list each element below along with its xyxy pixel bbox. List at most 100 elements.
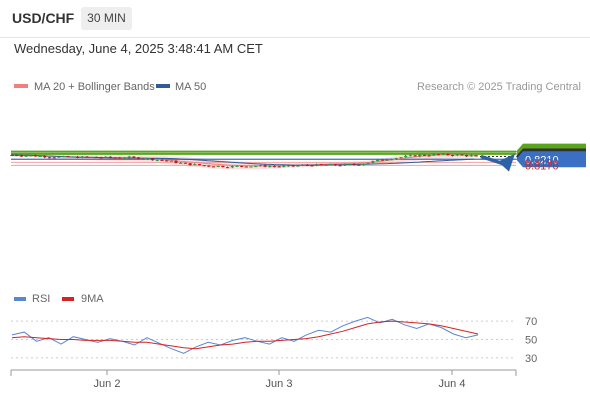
candle (216, 166, 220, 167)
rsi-ma-legend-swatch (62, 297, 74, 301)
ma50-line (12, 154, 475, 166)
symbol-title: USD/CHF (12, 10, 75, 26)
candle (10, 155, 14, 156)
candle (361, 164, 366, 166)
candle (469, 155, 473, 157)
candle (427, 155, 431, 157)
timeframe-button[interactable]: 30 MIN (81, 7, 132, 30)
price-label-text: 0.8210 (525, 154, 559, 166)
candle (122, 157, 127, 159)
x-tick-label: Jun 4 (439, 378, 466, 390)
candle (113, 157, 117, 159)
candle (207, 165, 211, 167)
candle (235, 165, 239, 167)
candle (394, 158, 398, 160)
candle (460, 154, 464, 156)
candle (254, 166, 258, 168)
candle (319, 164, 323, 166)
candle (333, 164, 337, 166)
price-label-0.8190: 0.8190 (525, 157, 559, 169)
candle (221, 166, 225, 168)
candle (380, 159, 384, 161)
rsi-tick-label: 50 (525, 335, 537, 347)
x-tick-label: Jun 2 (94, 378, 121, 390)
candle (376, 159, 380, 161)
bollinger-band (12, 151, 478, 170)
moving-averages (12, 154, 479, 167)
candle (413, 155, 417, 157)
ma20-legend-label: MA 20 + Bollinger Bands (34, 81, 155, 93)
candle (226, 167, 230, 169)
candle (446, 153, 450, 156)
top-bar: USD/CHF 30 MIN (0, 0, 590, 38)
forecast-arrow (480, 153, 515, 172)
candle (371, 161, 375, 163)
candle (343, 164, 347, 166)
candle (474, 155, 478, 157)
candle (408, 155, 412, 157)
candle (268, 166, 272, 168)
candle (174, 160, 178, 163)
candle (151, 158, 155, 161)
candle (272, 166, 277, 168)
rsi-ma-line (11, 320, 479, 350)
candle (38, 156, 42, 158)
candle (291, 165, 295, 167)
candle (404, 155, 408, 158)
candle (132, 156, 136, 158)
candles (10, 153, 478, 169)
candle (301, 165, 305, 166)
rsi-legend-label: RSI (32, 293, 50, 305)
candle (127, 156, 131, 158)
candle (366, 162, 370, 164)
candle (310, 165, 314, 167)
candle (352, 164, 356, 166)
candle (136, 157, 141, 159)
ma50-legend-swatch (156, 84, 170, 88)
candle (80, 156, 84, 158)
price-label-bg (516, 151, 586, 168)
candle (165, 160, 169, 162)
candle (33, 155, 37, 157)
candle (24, 155, 28, 157)
timestamp: Wednesday, June 4, 2025 3:48:41 AM CET (14, 41, 263, 56)
rsi-legend-swatch (14, 297, 26, 301)
rsi-line (11, 316, 479, 354)
candle (455, 154, 459, 156)
candle (108, 156, 112, 158)
forecast-arrow-head (498, 153, 515, 172)
candle (230, 165, 234, 168)
candle (85, 156, 89, 158)
candle (118, 157, 122, 159)
candle (338, 165, 342, 167)
candle (155, 159, 159, 161)
candle (286, 165, 291, 167)
candle (19, 155, 23, 157)
price-label-text: 0.8170 (525, 160, 559, 172)
rsi-tick-label: 30 (525, 353, 537, 365)
candle (47, 157, 52, 159)
candle (305, 165, 309, 166)
candle (183, 162, 187, 164)
rsi-tick-label: 70 (525, 316, 537, 328)
candle (57, 156, 61, 158)
candle (465, 155, 469, 157)
candle (71, 156, 75, 158)
candle (315, 164, 319, 166)
candle (193, 164, 197, 166)
candle (258, 165, 262, 167)
price-label-text: 0.8190 (525, 157, 559, 169)
candle (94, 156, 98, 158)
candle (347, 164, 352, 166)
candle (451, 155, 455, 157)
candle (244, 166, 248, 168)
candle (277, 166, 281, 168)
candle (160, 159, 164, 161)
candle (240, 165, 244, 167)
copyright: Research © 2025 Trading Central (417, 81, 581, 93)
candle (441, 153, 445, 155)
candle (179, 162, 183, 164)
candle (99, 157, 103, 159)
candle (357, 164, 361, 166)
